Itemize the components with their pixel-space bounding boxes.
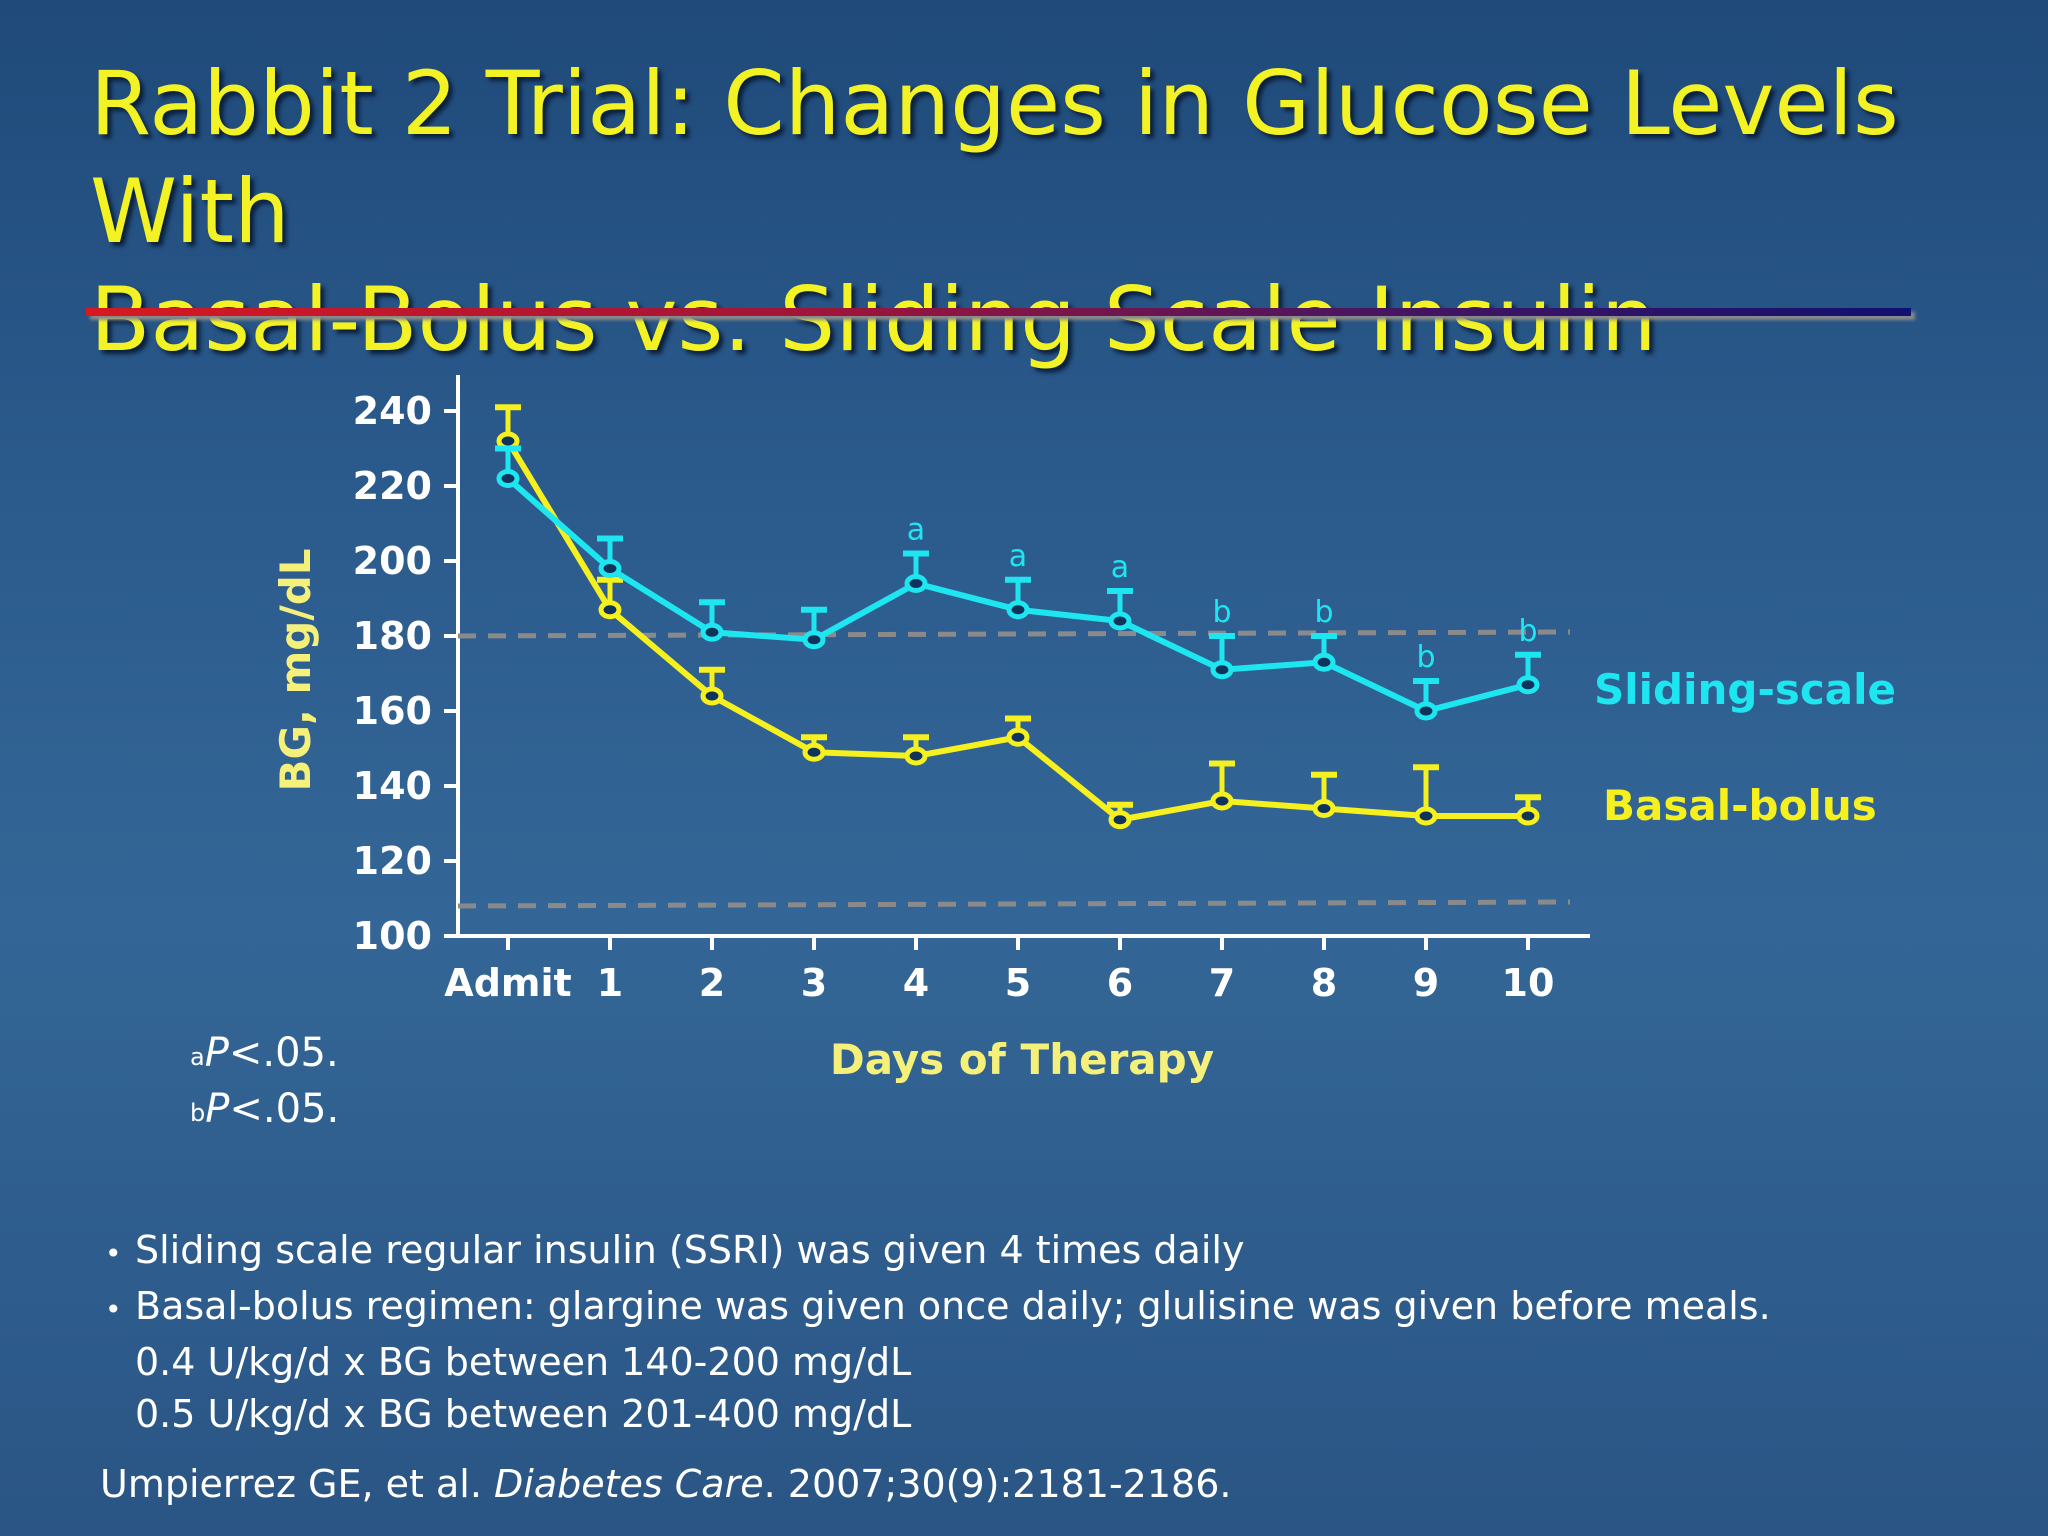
footnotes: aP<.05. bP<.05. [190,1025,339,1137]
data-point [1516,675,1540,695]
slide-title: Rabbit 2 Trial: Changes in Glucose Level… [90,50,1990,374]
notes-list: • Sliding scale regular insulin (SSRI) wa… [105,1224,1771,1440]
significance-label: a [907,513,925,548]
footnote-a: aP<.05. [190,1030,339,1076]
significance-label: a [1009,539,1027,574]
x-tick-label: 1 [597,961,623,1005]
title-line-1: Rabbit 2 Trial: Changes in Glucose Level… [90,52,1899,263]
significance-label: b [1416,640,1435,675]
y-tick-label: 200 [353,539,432,583]
significance-label: b [1314,595,1333,630]
series-label-basal-bolus: Basal-bolus [1603,781,1877,830]
data-point [1414,701,1438,721]
significance-label: b [1518,614,1537,649]
x-tick-label: 2 [699,961,725,1005]
y-tick-label: 220 [353,464,432,508]
data-point [904,746,928,766]
x-tick-label: 7 [1209,961,1235,1005]
data-point [700,622,724,642]
data-point [1108,810,1132,830]
x-tick-label: Admit [444,961,571,1005]
data-point [1312,652,1336,672]
data-point [1210,791,1234,811]
data-point [1516,806,1540,826]
list-item: • Sliding scale regular insulin (SSRI) wa… [105,1228,1245,1272]
data-point [904,574,928,593]
x-tick-label: 4 [903,961,929,1005]
x-tick-label: 10 [1502,961,1555,1005]
data-point [1414,806,1438,826]
reference-line [457,899,1571,909]
title-divider [86,308,1911,316]
y-tick-label: 180 [353,614,432,658]
data-point [1006,727,1030,747]
x-tick-label: 3 [801,961,827,1005]
data-point [802,742,826,762]
series-label-sliding-scale: Sliding-scale [1594,665,1896,714]
data-point [802,630,826,650]
data-point [700,686,724,706]
data-point [598,559,622,578]
data-point [1312,799,1336,818]
y-tick-label: 240 [353,389,432,433]
footnote-b: bP<.05. [190,1086,340,1132]
y-tick-label: 160 [353,689,432,733]
y-tick-label: 120 [353,839,432,883]
x-tick-label: 9 [1413,961,1439,1005]
x-tick-label: 8 [1311,961,1337,1005]
citation: Umpierrez GE, et al. Diabetes Care. 2007… [100,1462,1232,1506]
data-point [496,469,520,488]
data-point [1210,660,1234,680]
list-subitem: 0.5 U/kg/d x BG between 201-400 mg/dL [135,1392,912,1436]
list-subitem: 0.4 U/kg/d x BG between 140-200 mg/dL [135,1340,912,1384]
data-point [1006,600,1030,620]
y-tick-label: 100 [353,914,432,958]
significance-label: a [1111,550,1129,585]
significance-label: b [1212,595,1231,630]
title-line-2: Basal-Bolus vs. Sliding Scale Insulin [90,268,1657,371]
reference-line [457,629,1571,639]
data-point [1108,611,1132,631]
x-tick-label: 5 [1005,961,1031,1005]
list-item: • Basal-bolus regimen: glargine was given… [105,1284,1771,1328]
x-tick-label: 6 [1107,961,1133,1005]
y-axis-title: BG, mg/dL [271,548,320,791]
y-tick-label: 140 [353,764,432,808]
data-point [598,600,622,620]
x-axis-title: Days of Therapy [830,1035,1214,1084]
